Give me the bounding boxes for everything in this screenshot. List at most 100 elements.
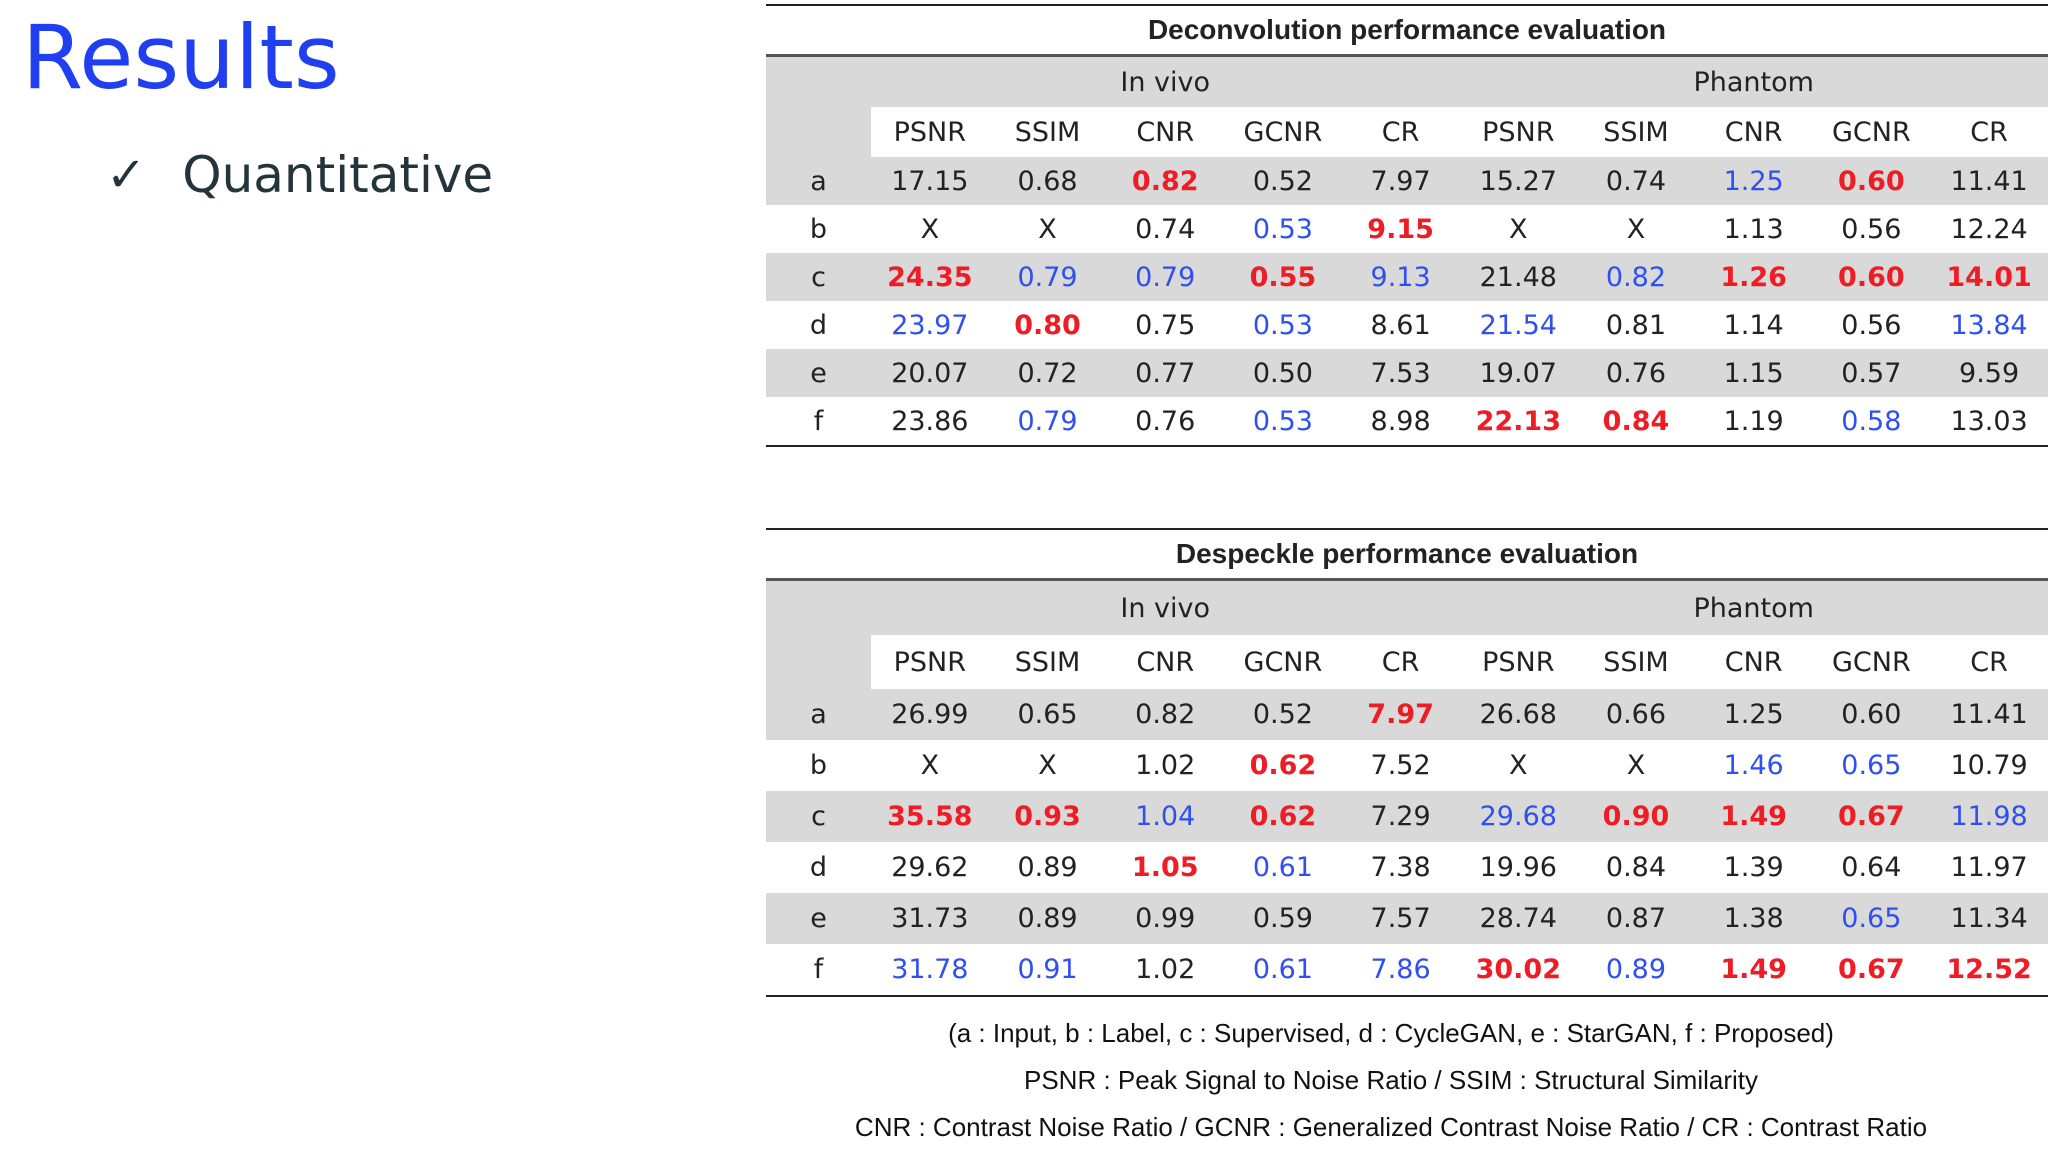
table-cell: 30.02 xyxy=(1459,944,1578,997)
table-cell: 31.73 xyxy=(871,893,989,944)
table-cell: 29.62 xyxy=(891,852,969,883)
table-cell: 0.60 xyxy=(1812,253,1931,301)
table-cell: 0.60 xyxy=(1812,157,1931,205)
table-cell: X xyxy=(920,213,940,245)
metric-header-psnr: PSNR xyxy=(871,107,989,157)
table-row: d 23.97 0.80 0.75 0.53 8.61 21.54 0.81 1.14 0.56 1… xyxy=(766,301,2048,349)
metric-header-row: PSNR SSIM CNR GCNR CR PSNR SSIM CNR GCNR CR xyxy=(766,107,2048,157)
row-label: e xyxy=(766,893,871,944)
table-cell: 9.13 xyxy=(1341,253,1460,301)
table-cell: 24.35 xyxy=(871,253,989,301)
metric-header-cnr: CNR xyxy=(1694,107,1813,157)
table-row: f 23.86 0.79 0.76 0.53 8.98 22.13 0.84 1.19 0.58 1… xyxy=(766,397,2048,447)
table-row: e 31.73 0.89 0.99 0.59 7.57 28.74 0.87 1.38 0.65 1… xyxy=(766,893,2048,944)
table-row: a 17.15 0.68 0.82 0.52 7.97 15.27 0.74 1.25 0.60 1… xyxy=(766,157,2048,205)
metric-header-cr: CR xyxy=(1341,107,1460,157)
metric-header-gcnr: GCNR xyxy=(1812,107,1931,157)
corner-cell xyxy=(766,579,871,635)
table-cell: 7.29 xyxy=(1341,791,1460,842)
table-cell: 0.67 xyxy=(1812,944,1931,997)
table-cell: 19.96 xyxy=(1479,852,1557,883)
table-cell: 0.87 xyxy=(1577,893,1695,944)
table-cell: 14.01 xyxy=(1930,253,2048,301)
table-cell: 35.58 xyxy=(871,791,989,842)
group-header-in-vivo: In vivo xyxy=(871,55,1460,107)
table-cell: 0.65 xyxy=(988,689,1107,740)
table-cell: 8.98 xyxy=(1341,397,1460,447)
row-label: d xyxy=(809,852,828,883)
table-cell: 21.48 xyxy=(1459,253,1578,301)
metric-header-cnr: CNR xyxy=(1106,635,1225,689)
table-row: a 26.99 0.65 0.82 0.52 7.97 26.68 0.66 1.25 0.60 1… xyxy=(766,689,2048,740)
legend-line-psnr-ssim: PSNR : Peak Signal to Noise Ratio / SSIM… xyxy=(1023,1065,1759,1095)
table-cell: 0.89 xyxy=(1017,852,1078,883)
table-cell: 0.50 xyxy=(1224,349,1342,397)
table-cell: 7.57 xyxy=(1341,893,1460,944)
table-cell: 0.77 xyxy=(1106,349,1225,397)
metric-header-psnr: PSNR xyxy=(1459,635,1578,689)
table-cell: 7.97 xyxy=(1341,689,1460,740)
despeckle-table-wrap: Despeckle performance evaluation In vivo… xyxy=(766,528,2048,997)
table-cell: 0.89 xyxy=(1577,944,1695,997)
table-cell: 13.03 xyxy=(1930,397,2048,447)
table-cell: 1.02 xyxy=(1106,944,1225,997)
table-cell: 0.82 xyxy=(1106,689,1225,740)
table-cell: 0.68 xyxy=(988,157,1107,205)
table-cell: 0.75 xyxy=(1135,309,1196,341)
table-cell: 8.61 xyxy=(1370,309,1431,341)
metric-header-gcnr: GCNR xyxy=(1812,635,1931,689)
legend-line-cnr-gcnr-cr: CNR : Contrast Noise Ratio / GCNR : Gene… xyxy=(854,1112,1928,1142)
check-icon: ✓ xyxy=(106,147,147,203)
legend: (a : Input, b : Label, c : Supervised, d… xyxy=(766,1010,2016,1151)
row-label: b xyxy=(809,213,828,245)
table-cell: 0.62 xyxy=(1224,791,1342,842)
table-cell: 1.38 xyxy=(1694,893,1813,944)
table-cell: 0.79 xyxy=(1106,253,1225,301)
bullet-item: ✓ Quantitative xyxy=(106,146,493,204)
table-cell: 0.74 xyxy=(1135,213,1196,245)
table-cell: 7.86 xyxy=(1341,944,1460,997)
row-label: a xyxy=(766,689,871,740)
table-cell: 1.05 xyxy=(1131,852,1199,883)
table-cell: 0.79 xyxy=(988,397,1107,447)
table-cell: 10.79 xyxy=(1950,750,2028,781)
group-header-phantom: Phantom xyxy=(1459,55,2048,107)
table-cell: 0.52 xyxy=(1224,689,1342,740)
table-cell: 0.56 xyxy=(1841,213,1902,245)
table-cell: 0.62 xyxy=(1249,750,1317,781)
table-cell: 23.86 xyxy=(871,397,989,447)
group-header-phantom: Phantom xyxy=(1459,579,2048,635)
table-body: a 17.15 0.68 0.82 0.52 7.97 15.27 0.74 1.25 0.60 1… xyxy=(766,157,2048,447)
table-row: d 29.62 0.89 1.05 0.61 7.38 19.96 0.84 1.39 0.64 1… xyxy=(766,842,2048,893)
table-cell: 0.61 xyxy=(1224,944,1342,997)
corner-cell xyxy=(766,55,871,107)
table-cell: 11.41 xyxy=(1930,689,2048,740)
table-cell: 0.52 xyxy=(1224,157,1342,205)
table-cell: X xyxy=(1038,750,1057,781)
table-cell: 28.74 xyxy=(1459,893,1578,944)
table-cell: 0.72 xyxy=(988,349,1107,397)
metric-header-psnr: PSNR xyxy=(871,635,989,689)
table-cell: 12.52 xyxy=(1930,944,2048,997)
table-cell: 0.66 xyxy=(1577,689,1695,740)
table-cell: 23.97 xyxy=(891,309,969,341)
row-label: f xyxy=(766,397,871,447)
table-cell: 1.13 xyxy=(1723,213,1784,245)
table-cell: 0.91 xyxy=(988,944,1107,997)
table-cell: 21.54 xyxy=(1479,309,1557,341)
table-cell: 0.79 xyxy=(988,253,1107,301)
table-cell: 0.59 xyxy=(1224,893,1342,944)
table-cell: 1.02 xyxy=(1135,750,1196,781)
row-label: c xyxy=(766,791,871,842)
table-cell: 0.58 xyxy=(1812,397,1931,447)
table-cell: 0.74 xyxy=(1577,157,1695,205)
group-header-in-vivo: In vivo xyxy=(871,579,1460,635)
table-cell: 0.99 xyxy=(1106,893,1225,944)
table-cell: X xyxy=(1038,213,1057,245)
table-cell: 0.67 xyxy=(1812,791,1931,842)
table-cell: 1.49 xyxy=(1694,791,1813,842)
table-cell: 11.98 xyxy=(1930,791,2048,842)
table-cell: 0.76 xyxy=(1106,397,1225,447)
table-cell: 0.64 xyxy=(1841,852,1902,883)
row-label: d xyxy=(809,309,828,341)
